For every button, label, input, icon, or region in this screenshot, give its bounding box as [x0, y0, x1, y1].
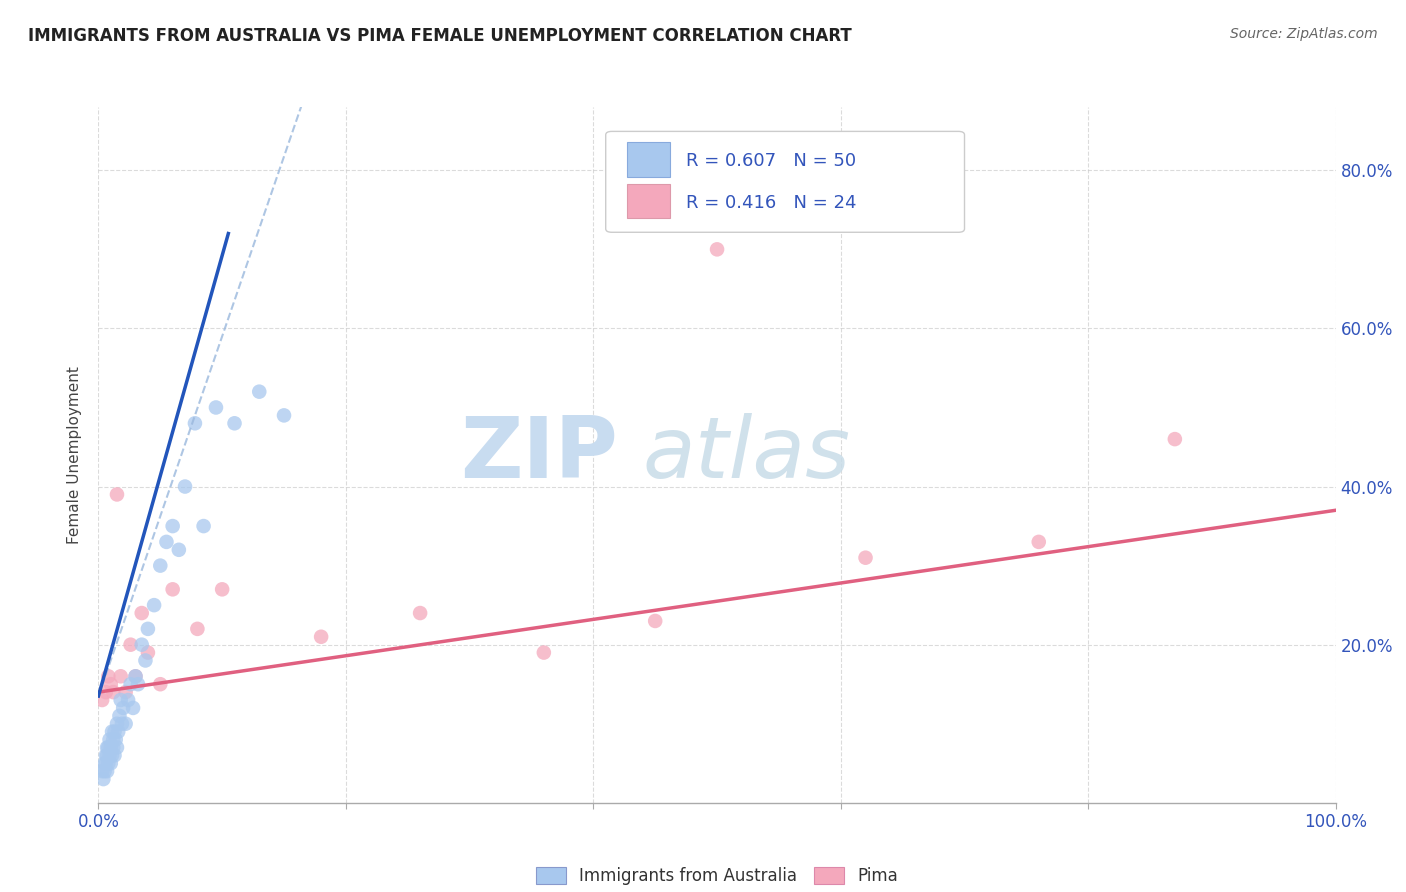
Point [103, 732, 125, 747]
Point [131, 606, 153, 620]
Point [162, 519, 184, 533]
Point [103, 685, 125, 699]
Point [101, 748, 124, 763]
Point [105, 716, 128, 731]
Point [94, 756, 117, 771]
Text: R = 0.416   N = 24: R = 0.416 N = 24 [686, 194, 856, 212]
Point [149, 558, 172, 573]
Point [644, 614, 666, 628]
Point [155, 534, 177, 549]
Point [124, 669, 146, 683]
Point [533, 646, 555, 660]
Point [100, 756, 122, 771]
Point [162, 582, 184, 597]
Point [184, 417, 207, 431]
Point [96, 764, 118, 779]
Point [114, 716, 136, 731]
Point [103, 740, 125, 755]
FancyBboxPatch shape [606, 131, 965, 232]
Point [98, 732, 121, 747]
Point [122, 701, 145, 715]
Point [97, 756, 120, 771]
Point [107, 724, 129, 739]
Point [131, 638, 153, 652]
Point [120, 677, 142, 691]
Point [127, 677, 149, 691]
Point [211, 582, 233, 597]
Point [101, 724, 124, 739]
Point [136, 646, 159, 660]
Point [149, 677, 172, 691]
Text: Source: ZipAtlas.com: Source: ZipAtlas.com [1230, 27, 1378, 41]
Point [167, 542, 190, 557]
Point [96, 740, 118, 755]
Point [224, 417, 246, 431]
Point [96, 748, 118, 763]
Point [1028, 534, 1050, 549]
Point [93, 756, 115, 771]
Point [100, 740, 122, 755]
Point [105, 487, 128, 501]
Point [91, 764, 114, 779]
Point [706, 243, 728, 257]
Point [1164, 432, 1187, 446]
Point [100, 677, 122, 691]
Y-axis label: Female Unemployment: Female Unemployment [67, 366, 83, 544]
Point [111, 716, 134, 731]
Text: R = 0.607   N = 50: R = 0.607 N = 50 [686, 153, 856, 170]
Point [117, 693, 139, 707]
Point [97, 669, 120, 683]
Point [112, 701, 135, 715]
Point [309, 630, 332, 644]
Point [98, 748, 121, 763]
Point [103, 748, 125, 763]
Point [97, 740, 120, 755]
Point [110, 669, 132, 683]
Point [193, 519, 215, 533]
Point [110, 693, 132, 707]
Point [94, 748, 117, 763]
Point [94, 685, 117, 699]
Text: ZIP: ZIP [460, 413, 619, 497]
Point [108, 708, 131, 723]
Point [105, 740, 128, 755]
Point [143, 598, 166, 612]
Point [120, 638, 142, 652]
Point [136, 622, 159, 636]
Point [93, 764, 115, 779]
Point [174, 479, 197, 493]
FancyBboxPatch shape [627, 142, 671, 177]
Point [855, 550, 877, 565]
Text: atlas: atlas [643, 413, 851, 497]
Point [104, 732, 127, 747]
Point [273, 409, 295, 423]
Point [103, 724, 125, 739]
Point [114, 685, 136, 699]
Point [409, 606, 432, 620]
Point [205, 401, 228, 415]
Point [124, 669, 146, 683]
Point [91, 693, 114, 707]
Legend: Immigrants from Australia, Pima: Immigrants from Australia, Pima [529, 860, 905, 891]
Point [186, 622, 208, 636]
FancyBboxPatch shape [627, 184, 671, 219]
Point [247, 384, 270, 399]
Text: IMMIGRANTS FROM AUSTRALIA VS PIMA FEMALE UNEMPLOYMENT CORRELATION CHART: IMMIGRANTS FROM AUSTRALIA VS PIMA FEMALE… [28, 27, 852, 45]
Point [93, 772, 115, 786]
Point [134, 653, 156, 667]
